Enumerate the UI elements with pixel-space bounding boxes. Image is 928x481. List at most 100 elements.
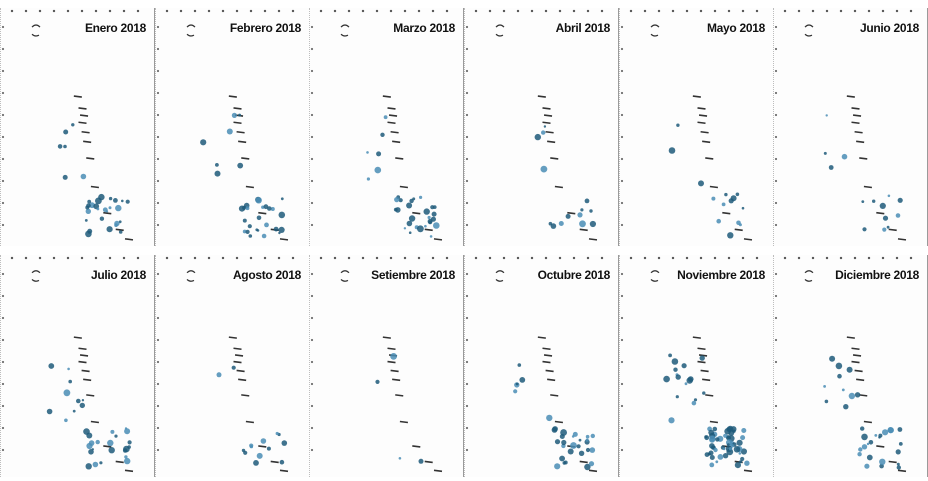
hotspot-marker: [736, 439, 743, 446]
hotspot-marker: [715, 437, 720, 442]
hotspot-marker: [887, 194, 891, 198]
hotspot-marker: [663, 375, 670, 383]
hotspot-marker: [247, 224, 252, 229]
hotspot-marker: [570, 442, 577, 449]
hotspot-marker: [713, 447, 718, 453]
coast-marker: [542, 360, 551, 364]
hotspot-marker: [727, 232, 734, 239]
hotspot-marker: [862, 227, 867, 232]
coast-marker: [115, 228, 124, 232]
hotspot-marker: [585, 447, 591, 453]
hotspot-marker: [735, 192, 740, 197]
hotspot-marker: [63, 129, 69, 135]
coast-marker: [856, 378, 865, 382]
coast-marker: [542, 121, 551, 125]
coast-marker: [567, 211, 576, 215]
frame-side-ticks: [465, 263, 469, 469]
hotspot-marker: [578, 450, 585, 456]
coast-marker: [241, 157, 250, 160]
panel-title: Agosto 2018: [232, 268, 301, 282]
hotspot-marker: [843, 404, 849, 410]
hotspot-marker: [256, 452, 263, 459]
hotspot-marker: [215, 163, 219, 167]
hotspot-marker: [124, 427, 128, 430]
map-panel-julio: Julio 2018: [0, 255, 155, 477]
hotspot-marker: [92, 461, 99, 468]
hotspot-marker: [423, 208, 430, 215]
coastline-map: [186, 24, 289, 241]
hotspot-marker: [668, 353, 672, 358]
hotspot-marker: [886, 225, 890, 229]
panel-title: Marzo 2018: [393, 21, 455, 35]
hotspot-marker: [740, 456, 745, 462]
hotspot-marker: [418, 458, 424, 464]
hotspot-marker: [231, 365, 236, 370]
coast-marker: [279, 238, 289, 241]
coast-marker: [124, 469, 134, 473]
coast-marker: [90, 420, 99, 424]
coast-marker: [78, 360, 87, 364]
hotspot-marker: [828, 165, 834, 170]
coast-marker: [859, 394, 868, 397]
island-outline: [804, 270, 814, 282]
coast-marker: [78, 121, 87, 125]
coast-marker: [852, 354, 862, 357]
coast-marker: [697, 121, 706, 125]
hotspot-marker: [46, 408, 53, 415]
coastline-map: [804, 270, 907, 473]
hotspot-marker: [270, 207, 275, 211]
hotspot-marker: [110, 429, 115, 434]
hotspot-marker: [589, 209, 593, 213]
panel-title: Enero 2018: [84, 21, 146, 35]
hotspot-marker: [102, 207, 108, 213]
coast-marker: [705, 157, 714, 160]
coast-marker: [236, 130, 245, 134]
coast-marker: [81, 130, 90, 134]
map-panel-agosto: Agosto 2018: [155, 255, 310, 477]
hotspot-marker: [427, 215, 431, 220]
hotspot-marker: [394, 197, 400, 203]
hotspot-marker: [882, 227, 887, 232]
coastline-map: [31, 270, 134, 473]
hotspot-marker: [515, 382, 519, 386]
hotspot-marker: [430, 216, 436, 222]
hotspot-marker: [87, 199, 92, 204]
coast-marker: [258, 445, 267, 448]
hotspot-marker: [739, 460, 743, 464]
frame-side-ticks: [156, 16, 160, 238]
hotspot-marker: [841, 153, 848, 160]
coast-marker: [433, 469, 443, 473]
hotspot-marker: [554, 439, 561, 445]
hotspot-marker: [429, 235, 433, 238]
hotspot-marker: [864, 463, 870, 469]
hotspot-marker: [676, 123, 680, 127]
hotspot-marker: [708, 450, 714, 456]
map-panel-febrero: Febrero 2018: [155, 8, 310, 246]
hotspot-marker: [722, 447, 726, 451]
hotspot-marker: [879, 202, 886, 209]
hotspot-marker: [279, 459, 285, 465]
hotspot-marker: [874, 434, 878, 437]
hotspot-marker: [837, 373, 842, 379]
frame-tick-marks: [624, 255, 769, 261]
hotspot-marker: [709, 435, 716, 442]
coastline-map: [495, 270, 598, 473]
hotspot-marker: [81, 399, 85, 402]
coast-marker: [876, 445, 885, 448]
hotspot-marker: [72, 409, 76, 413]
coast-marker: [79, 114, 89, 117]
map-panel-enero: Enero 2018: [0, 8, 155, 246]
hotspot-marker: [702, 391, 706, 395]
hotspot-marker: [580, 208, 584, 212]
hotspot-marker: [406, 202, 413, 209]
hotspot-marker: [699, 355, 705, 361]
hotspot-marker: [848, 392, 856, 400]
coast-marker: [846, 95, 855, 98]
coast-marker: [81, 369, 90, 373]
coast-marker: [245, 420, 254, 424]
hotspot-marker: [588, 461, 595, 467]
hotspot-marker: [879, 458, 886, 465]
hotspot-marker: [704, 435, 710, 441]
island-outline: [650, 270, 660, 282]
hotspot-marker: [214, 170, 221, 177]
